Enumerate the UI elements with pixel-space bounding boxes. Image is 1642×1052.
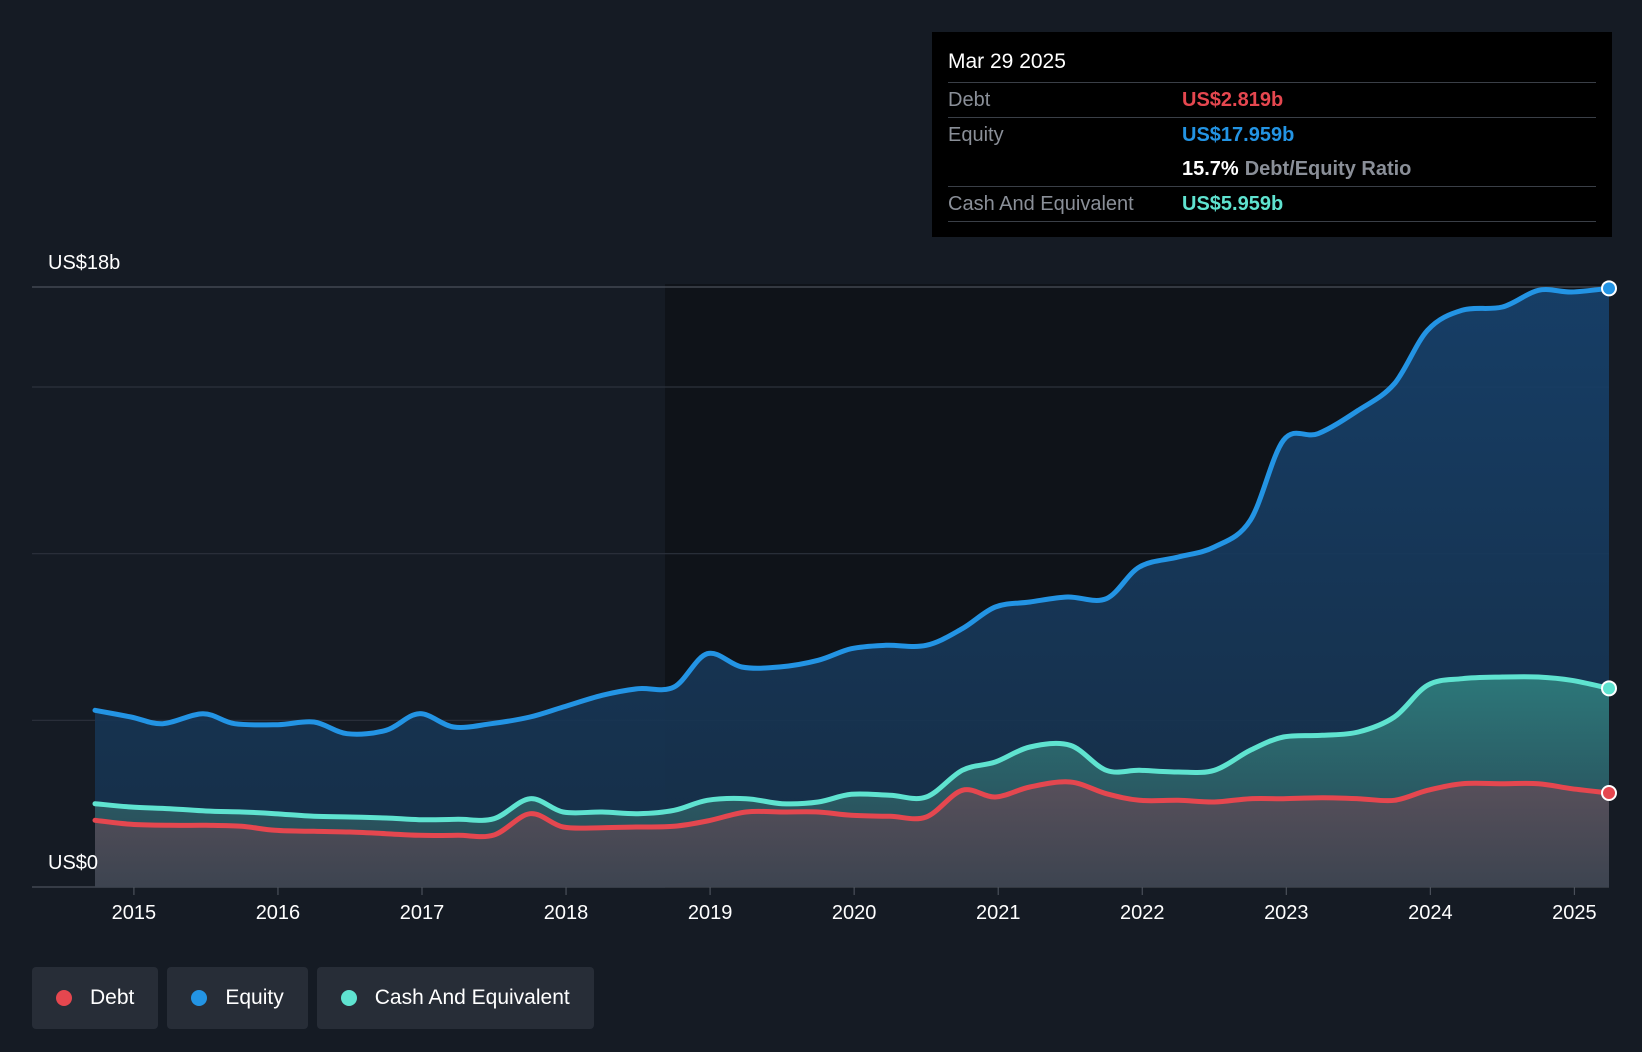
debt-end-marker[interactable] — [1601, 785, 1617, 801]
equity-area — [95, 288, 1609, 887]
x-tick-label-2025: 2025 — [1552, 902, 1597, 924]
cash-dot-icon — [340, 990, 357, 1006]
debt-area — [95, 781, 1609, 887]
legend-label-cash: Cash And Equivalent — [374, 986, 570, 1009]
legend-item-cash[interactable]: Cash And Equivalent — [316, 967, 594, 1029]
x-tick-label-2019: 2019 — [688, 902, 733, 924]
y-tick-label-top: US$18b — [48, 252, 120, 274]
tooltip-equity-value: US$17.959b — [1182, 124, 1295, 146]
tooltip-debt-row: Debt US$2.819b — [948, 83, 1596, 118]
equity-end-marker[interactable] — [1601, 280, 1617, 297]
cash-end-marker[interactable] — [1601, 680, 1617, 697]
x-tick-label-2015: 2015 — [112, 902, 157, 924]
y-tick-label-bottom: US$0 — [48, 852, 98, 874]
tooltip-date: Mar 29 2025 — [948, 46, 1596, 83]
x-tick-label-2022: 2022 — [1120, 902, 1165, 924]
series-lines — [92, 285, 1612, 840]
series-end-markers — [1601, 280, 1617, 801]
tooltip-cash-value: US$5.959b — [1182, 193, 1284, 215]
x-tick-label-2021: 2021 — [976, 902, 1021, 924]
tooltip-debt-value: US$2.819b — [1182, 89, 1284, 111]
debt-dot-icon — [56, 990, 72, 1006]
x-tick-label-2020: 2020 — [832, 902, 877, 924]
x-tick-label-2024: 2024 — [1408, 902, 1453, 924]
legend-item-debt[interactable]: Debt — [32, 967, 159, 1029]
legend-label-debt: Debt — [90, 986, 135, 1009]
tooltip-debt-label: Debt — [948, 89, 991, 111]
tooltip-ratio-label: Debt/Equity Ratio — [1244, 158, 1412, 180]
tooltip-cash-row: Cash And Equivalent US$5.959b — [948, 187, 1596, 222]
x-tick-label-2017: 2017 — [400, 902, 445, 924]
tooltip-equity-row: Equity US$17.959b — [948, 118, 1596, 152]
cash-line — [92, 674, 1612, 823]
tooltip-equity-label: Equity — [948, 124, 1004, 146]
equity-line — [92, 285, 1612, 737]
x-tick-label-2016: 2016 — [256, 902, 301, 924]
debt-line — [92, 779, 1612, 840]
tooltip-ratio-row: 15.7% Debt/Equity Ratio — [948, 152, 1596, 187]
tooltip-ratio-value: 15.7% — [1182, 158, 1239, 180]
tooltip: Mar 29 2025 Debt US$2.819b Equity US$17.… — [932, 32, 1612, 237]
x-tick-label-2023: 2023 — [1264, 902, 1309, 924]
tooltip-cash-label: Cash And Equivalent — [948, 193, 1134, 215]
legend-label-equity: Equity — [225, 986, 284, 1009]
legend-item-equity[interactable]: Equity — [167, 967, 308, 1029]
legend: Debt Equity Cash And Equivalent — [32, 967, 603, 1029]
x-axis-ticks: 2015 2016 2017 2018 2019 2020 2021 2022 2023 2024… — [112, 887, 1597, 924]
equity-dot-icon — [191, 990, 208, 1006]
x-tick-label-2018: 2018 — [544, 902, 589, 924]
